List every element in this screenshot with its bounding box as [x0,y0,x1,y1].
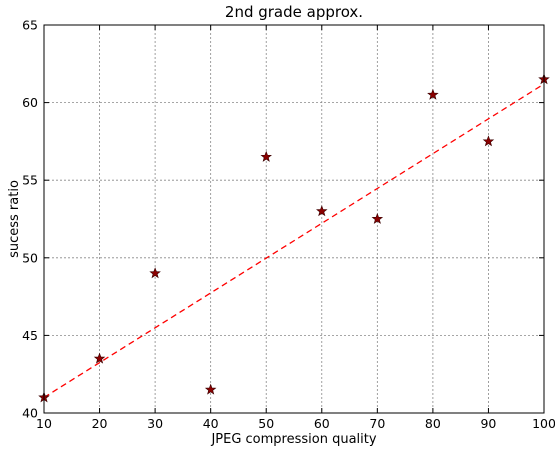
plot-frame [43,24,545,414]
y-tick-label: 45 [22,328,38,343]
y-tick-label: 40 [22,406,38,421]
x-axis-ticks: 10 20 30 40 50 60 70 80 90 100 [36,25,555,431]
y-axis-ticks: 40 45 50 55 60 65 [22,18,544,421]
x-tick-label: 40 [203,416,219,431]
x-tick-label: 30 [147,416,163,431]
data-point-star [371,212,384,224]
data-point-star [149,267,161,279]
data-point-star [260,150,272,162]
x-tick-label: 100 [532,416,555,431]
y-tick-label: 50 [22,250,38,265]
x-tick-label: 70 [369,416,385,431]
y-tick-label: 65 [22,18,38,33]
x-axis-label: JPEG compression quality [210,432,376,447]
fit-line-group [43,83,545,399]
data-point-star [93,352,106,364]
x-tick-label: 80 [425,416,441,431]
y-tick-label: 60 [22,95,38,110]
x-tick-label: 90 [480,416,496,431]
x-tick-label: 50 [258,416,274,431]
chart-title: 2nd grade approx. [225,3,363,21]
data-point-star [204,383,217,395]
data-point-star [427,88,439,100]
x-tick-label: 60 [314,416,330,431]
x-tick-label: 10 [36,416,52,431]
data-point-star [316,205,328,217]
fit-line [43,83,545,399]
data-point-star [482,135,495,147]
grid [44,25,544,413]
y-axis-label: sucess ratio [7,180,22,258]
y-tick-label: 55 [22,173,38,188]
x-tick-label: 20 [92,416,108,431]
